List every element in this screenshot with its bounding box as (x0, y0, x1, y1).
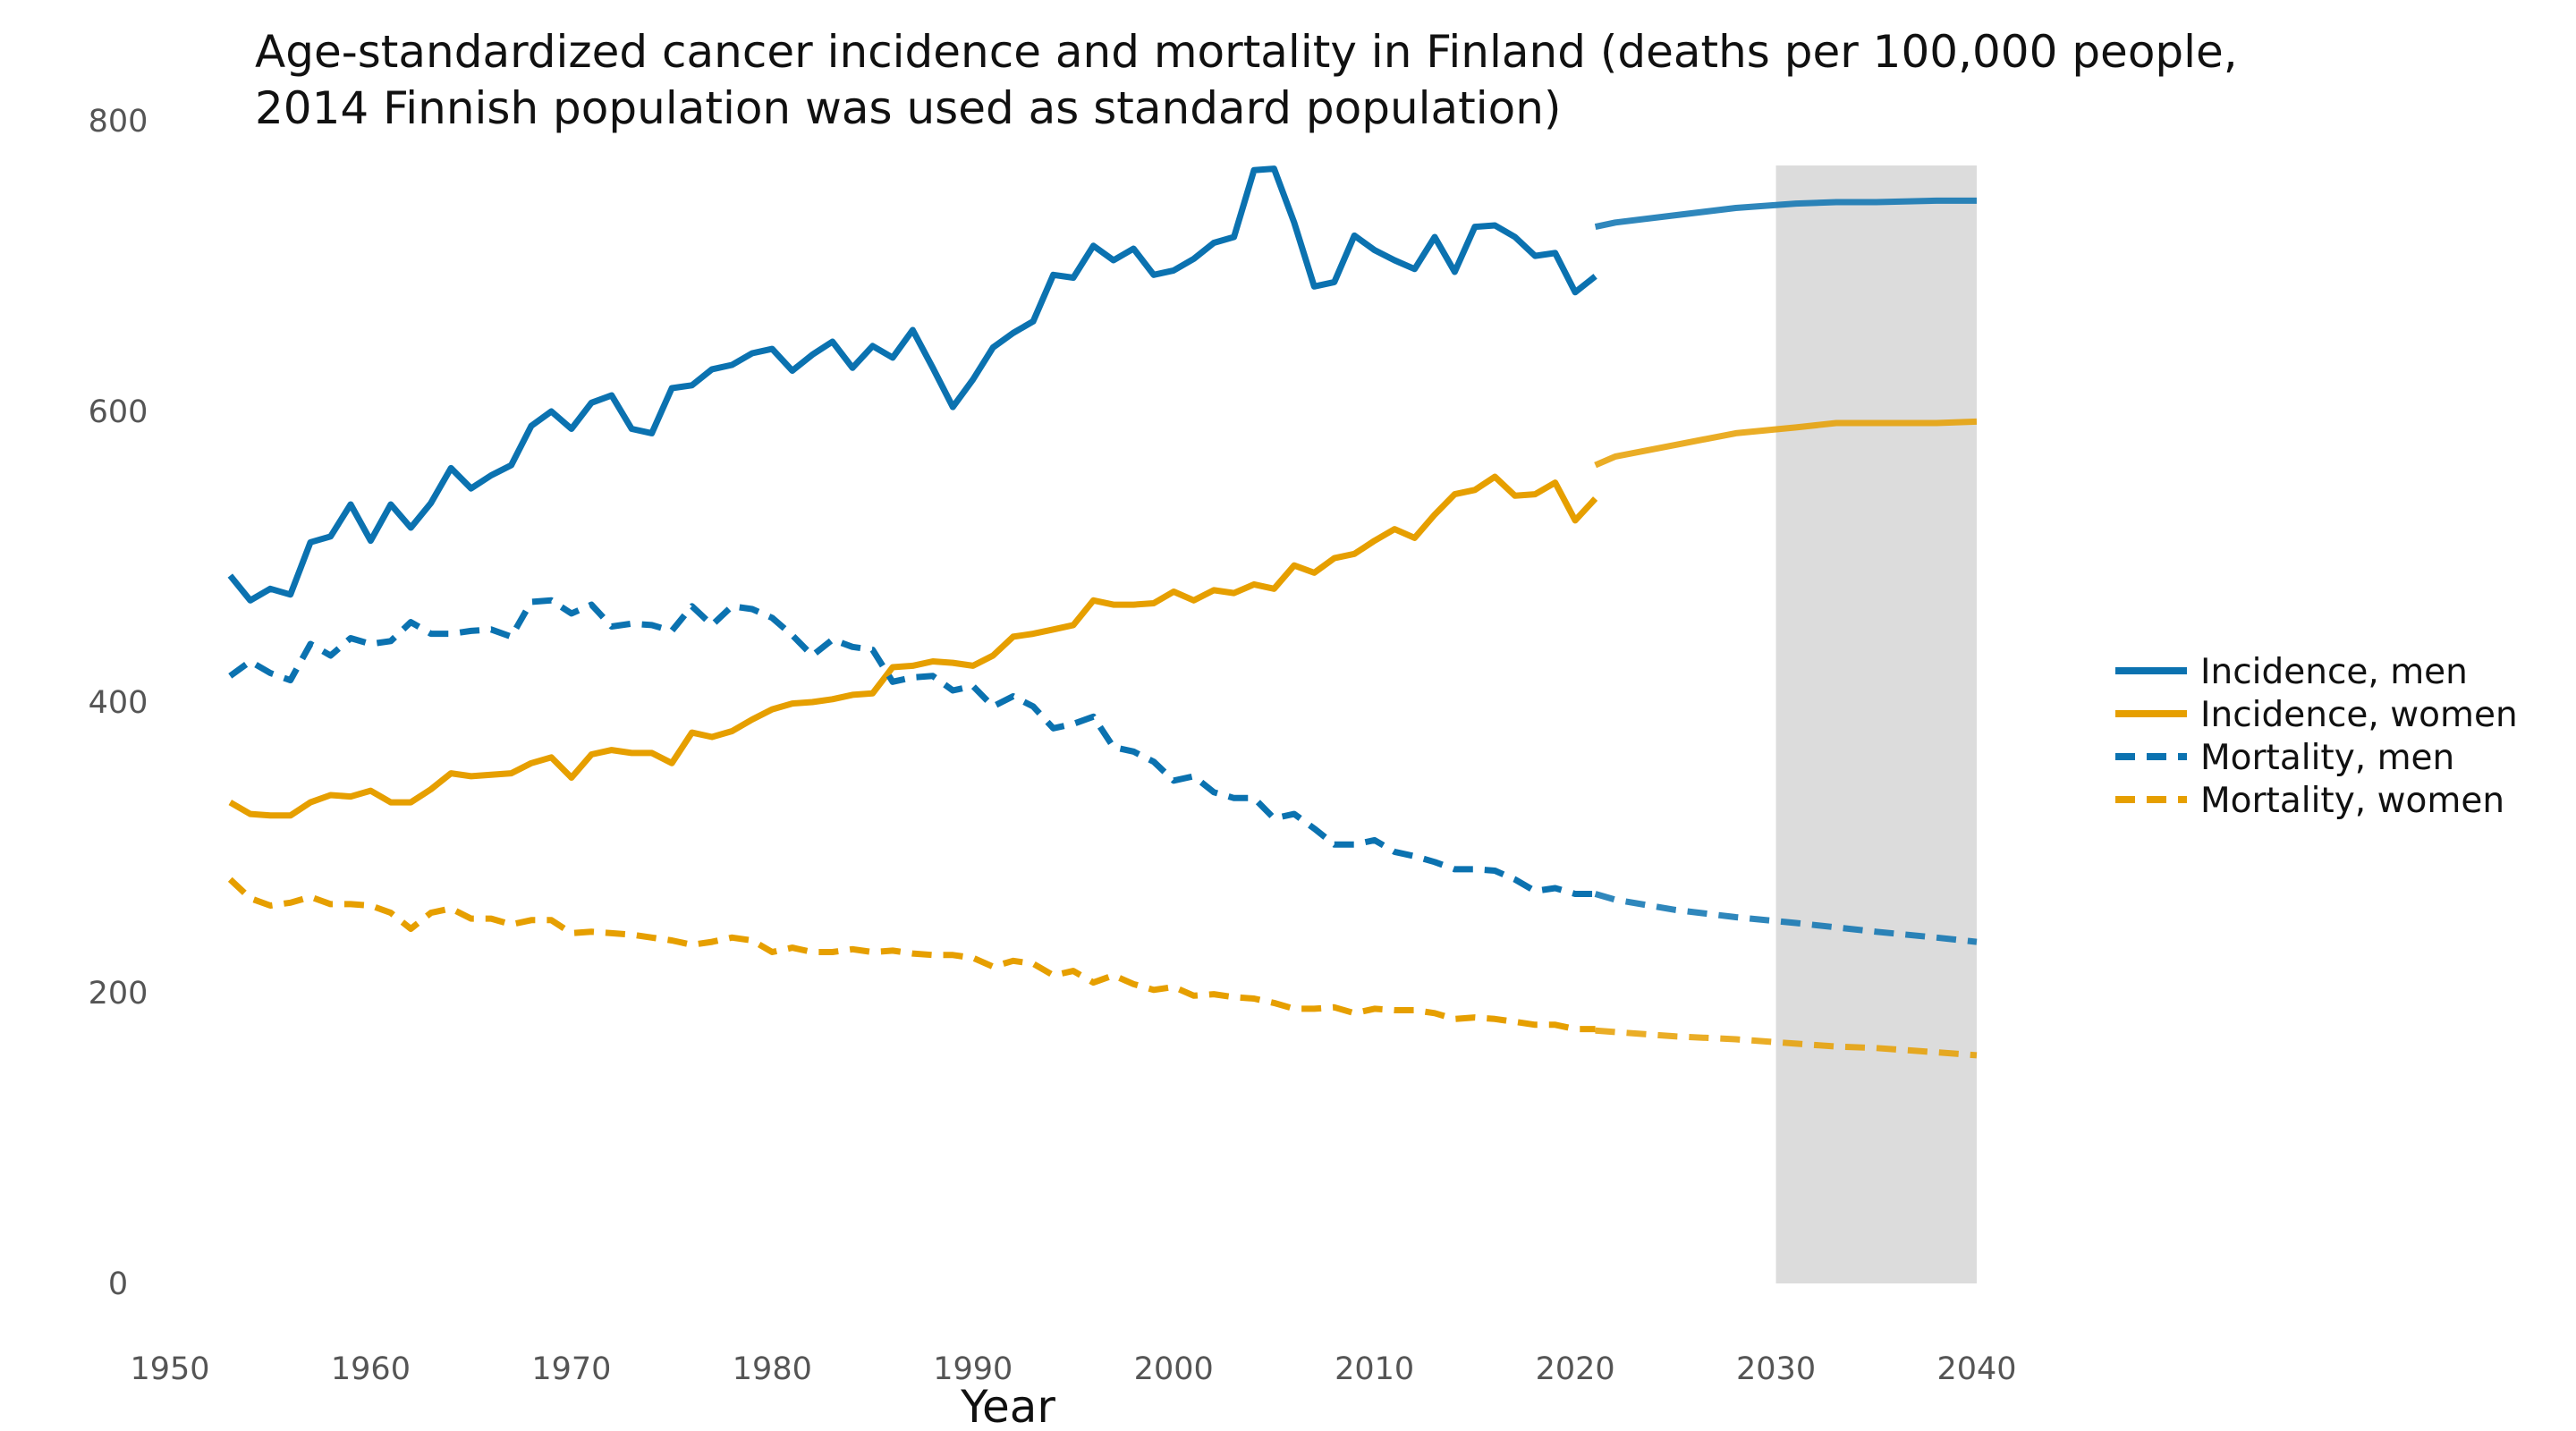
series-line-incidence-women-projection (1594, 418, 1978, 469)
legend-label-mortality-men: Mortality, men (2200, 738, 2454, 778)
series-lines (227, 165, 1978, 1059)
series-line-incidence-men-projection (1594, 197, 1977, 231)
x-tick-label: 2010 (1335, 1351, 1414, 1387)
projection-area (1775, 165, 1977, 1283)
x-axis-title: Year (960, 1381, 1055, 1431)
series-line-mortality-men-observed (228, 597, 1596, 897)
series-line-mortality-men-projection (1594, 891, 1978, 945)
series-line-incidence-women-observed (228, 473, 1598, 819)
legend-label-mortality-women: Mortality, women (2200, 781, 2504, 821)
projection-shade (1775, 165, 1977, 1283)
series-line-mortality-women-observed (227, 876, 1596, 1033)
x-tick-label: 2000 (1134, 1351, 1214, 1387)
chart-title-line-2: 2014 Finnish population was used as stan… (255, 82, 1561, 134)
y-tick-label: 0 (108, 1266, 128, 1302)
x-tick-label: 1960 (331, 1351, 411, 1387)
chart-title: Age-standardized cancer incidence and mo… (255, 26, 2238, 134)
x-tick-label: 2020 (1536, 1351, 1615, 1387)
x-tick-label: 2040 (1936, 1351, 2016, 1387)
x-axis-ticks: 1950 1960 1970 1980 1990 2000 2010 2020 2030 2040 (130, 1351, 2016, 1387)
series-line-incidence-men-observed (227, 165, 1597, 604)
x-tick-label: 1950 (130, 1351, 209, 1387)
x-tick-label: 2030 (1736, 1351, 1816, 1387)
y-tick-label: 800 (89, 104, 148, 140)
y-tick-label: 600 (89, 394, 148, 430)
chart-title-line-1: Age-standardized cancer incidence and mo… (255, 26, 2238, 78)
legend-label-incidence-women: Incidence, women (2200, 695, 2518, 735)
x-tick-label: 1970 (531, 1351, 611, 1387)
y-axis-ticks: 0 200 400 600 800 (89, 104, 148, 1302)
x-tick-label: 1980 (733, 1351, 812, 1387)
y-tick-label: 400 (89, 685, 148, 721)
y-tick-label: 200 (89, 976, 148, 1012)
x-tick-label: 1990 (933, 1351, 1013, 1387)
legend-label-incidence-men: Incidence, men (2200, 652, 2468, 692)
series-line-mortality-women-projection (1595, 1027, 1978, 1059)
